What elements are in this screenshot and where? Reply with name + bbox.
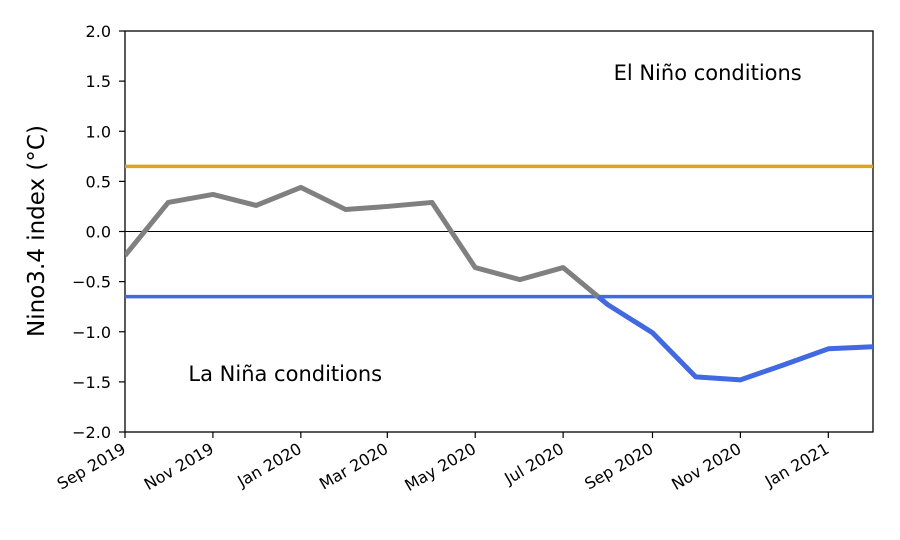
x-tick-label: Sep 2020 bbox=[581, 439, 656, 493]
x-tick-label: May 2020 bbox=[401, 439, 479, 495]
x-tick-label: Jul 2020 bbox=[500, 439, 567, 489]
x-tick-label: Sep 2019 bbox=[54, 439, 129, 493]
annotation-text: La Niña conditions bbox=[188, 362, 382, 386]
series-layer bbox=[125, 184, 873, 383]
x-tick-label: Nov 2020 bbox=[668, 439, 744, 494]
x-tick-label: Jan 2021 bbox=[761, 439, 832, 491]
series-line-segment-above bbox=[125, 184, 600, 299]
reference-lines bbox=[125, 164, 873, 299]
x-tick-label: Nov 2019 bbox=[141, 439, 217, 494]
y-tick-label: 1.5 bbox=[86, 72, 111, 91]
y-tick-label: 0.0 bbox=[86, 223, 111, 242]
y-tick-label: −0.5 bbox=[72, 273, 111, 292]
y-tick-label: 0.5 bbox=[86, 172, 111, 191]
x-axis: Sep 2019 Nov 2019 Jan 2020 Mar 2020 May 2020… bbox=[54, 432, 832, 495]
annotations: El Niño conditions La Niña conditions bbox=[188, 61, 801, 386]
y-tick-label: −2.0 bbox=[72, 423, 111, 442]
x-tick-label: Jan 2020 bbox=[233, 439, 304, 491]
y-axis: 2.0 1.5 1.0 0.5 0.0 −0.5 −1.0 −1.5 −2.0 bbox=[72, 22, 125, 442]
y-tick-label: 1.0 bbox=[86, 122, 111, 141]
x-tick-label: Mar 2020 bbox=[316, 439, 391, 493]
series-line-segment-below bbox=[596, 294, 873, 383]
y-tick-label: −1.0 bbox=[72, 323, 111, 342]
y-tick-label: 2.0 bbox=[86, 22, 111, 41]
annotation-text: El Niño conditions bbox=[614, 61, 802, 85]
y-tick-label: −1.5 bbox=[72, 373, 111, 392]
y-axis-label: Nino3.4 index (°C) bbox=[24, 125, 50, 337]
